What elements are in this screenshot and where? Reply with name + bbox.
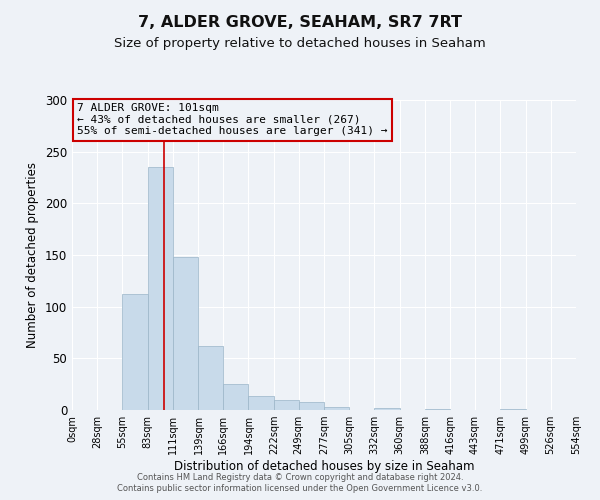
Bar (324, 407, 349, 410)
Bar (173, 257, 199, 410)
Y-axis label: Number of detached properties: Number of detached properties (26, 162, 40, 348)
X-axis label: Distribution of detached houses by size in Seaham: Distribution of detached houses by size … (174, 460, 474, 473)
Bar (148, 167, 173, 410)
Bar (299, 402, 324, 410)
Bar (374, 408, 400, 410)
Text: Contains public sector information licensed under the Open Government Licence v3: Contains public sector information licen… (118, 484, 482, 493)
Text: 7 ALDER GROVE: 101sqm
← 43% of detached houses are smaller (267)
55% of semi-det: 7 ALDER GROVE: 101sqm ← 43% of detached … (77, 103, 388, 136)
Bar (199, 346, 223, 410)
Bar (248, 396, 274, 410)
Bar (425, 409, 451, 410)
Text: Size of property relative to detached houses in Seaham: Size of property relative to detached ho… (114, 38, 486, 51)
Bar (500, 409, 526, 410)
Text: Contains HM Land Registry data © Crown copyright and database right 2024.: Contains HM Land Registry data © Crown c… (137, 472, 463, 482)
Bar (274, 400, 299, 410)
Bar (122, 294, 148, 410)
Bar (223, 384, 248, 410)
Text: 7, ALDER GROVE, SEAHAM, SR7 7RT: 7, ALDER GROVE, SEAHAM, SR7 7RT (138, 15, 462, 30)
